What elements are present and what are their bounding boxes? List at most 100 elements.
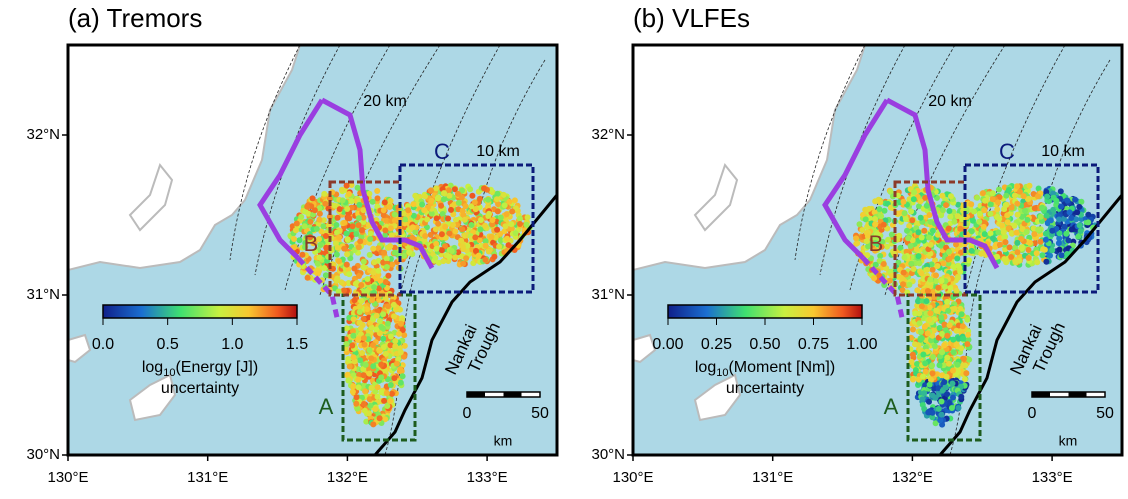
- event-dot: [989, 196, 996, 203]
- event-dot: [334, 244, 341, 251]
- event-dot: [932, 420, 939, 427]
- event-dot: [1056, 235, 1063, 242]
- event-dot: [348, 198, 355, 205]
- event-dot: [341, 287, 348, 294]
- event-dot: [1063, 230, 1070, 237]
- event-dot: [349, 223, 356, 230]
- event-dot: [976, 218, 983, 225]
- event-dot: [387, 342, 394, 349]
- event-dot: [926, 381, 933, 388]
- event-dot: [482, 256, 489, 263]
- event-dot: [1043, 212, 1050, 219]
- event-dot: [928, 376, 934, 383]
- scale-bar-segment: [503, 392, 522, 397]
- event-dot: [412, 192, 419, 199]
- event-dot: [910, 196, 917, 203]
- event-dot: [356, 201, 363, 208]
- event-dot: [1011, 222, 1018, 229]
- event-dot: [350, 354, 357, 361]
- event-dot: [1013, 229, 1020, 236]
- event-dot: [344, 215, 351, 222]
- event-dot: [482, 238, 489, 245]
- event-dot: [887, 204, 894, 211]
- event-dot: [336, 234, 343, 241]
- event-dot: [929, 266, 936, 273]
- event-dot: [369, 198, 376, 205]
- event-dot: [391, 217, 398, 224]
- event-dot: [391, 244, 398, 251]
- event-dot: [916, 320, 923, 327]
- event-dot: [382, 279, 389, 285]
- event-dot: [374, 384, 381, 391]
- event-dot: [298, 213, 305, 220]
- event-dot: [960, 362, 966, 369]
- event-dot: [383, 390, 390, 397]
- event-dot: [872, 198, 879, 205]
- event-dot: [374, 393, 381, 400]
- event-dot: [1042, 236, 1049, 243]
- event-dot: [351, 265, 358, 272]
- event-dot: [390, 301, 397, 308]
- event-dot: [384, 403, 391, 409]
- event-dot: [405, 207, 412, 214]
- event-dot: [865, 243, 872, 250]
- event-dot: [929, 362, 936, 369]
- event-dot: [350, 316, 357, 323]
- event-dot: [864, 252, 871, 259]
- event-dot: [1019, 226, 1026, 233]
- event-dot: [343, 230, 350, 237]
- event-dot: [502, 223, 509, 230]
- event-dot: [367, 402, 374, 409]
- event-dot: [1004, 212, 1011, 219]
- event-dot: [388, 232, 395, 239]
- event-dot: [955, 201, 962, 208]
- event-dot: [491, 253, 498, 260]
- event-dot: [380, 212, 387, 219]
- event-dot: [917, 214, 924, 221]
- event-dot: [401, 332, 408, 339]
- event-dot: [929, 332, 936, 339]
- event-dot: [994, 206, 1001, 213]
- event-dot: [1014, 211, 1021, 218]
- event-dot: [433, 240, 440, 247]
- event-dot: [1014, 200, 1021, 207]
- event-dot: [366, 190, 373, 197]
- event-dot: [898, 274, 905, 281]
- event-dot: [459, 243, 466, 250]
- event-dot: [901, 254, 908, 261]
- event-dot: [355, 222, 362, 229]
- region-label: C: [434, 139, 450, 164]
- scale-label: 0: [463, 405, 472, 422]
- event-dot: [999, 222, 1006, 229]
- event-dot: [356, 309, 363, 315]
- event-dot: [314, 270, 321, 277]
- event-dot: [877, 253, 884, 259]
- event-dot: [924, 266, 931, 273]
- event-dot: [371, 284, 378, 291]
- event-dot: [419, 201, 426, 208]
- land: [68, 45, 302, 272]
- event-dot: [927, 276, 934, 283]
- event-dot: [296, 237, 303, 244]
- label-part: (Energy [J]): [175, 359, 258, 376]
- depth-contour: [399, 45, 501, 296]
- event-dot: [461, 216, 468, 223]
- event-dot: [900, 269, 907, 276]
- event-dot: [353, 394, 360, 401]
- event-dot: [310, 211, 317, 218]
- colorbar-tick-label: 1.0: [221, 336, 243, 353]
- event-dot: [940, 260, 947, 267]
- event-dot: [387, 197, 394, 204]
- event-dot: [382, 295, 389, 302]
- event-dot: [950, 263, 957, 270]
- event-dot: [392, 343, 399, 350]
- event-dot: [995, 229, 1002, 236]
- event-dot: [939, 349, 946, 356]
- event-dot: [383, 264, 390, 270]
- event-dot: [954, 361, 961, 368]
- event-dot: [376, 318, 383, 324]
- event-dot: [524, 214, 531, 221]
- event-dot: [355, 215, 362, 222]
- event-dot: [920, 373, 926, 380]
